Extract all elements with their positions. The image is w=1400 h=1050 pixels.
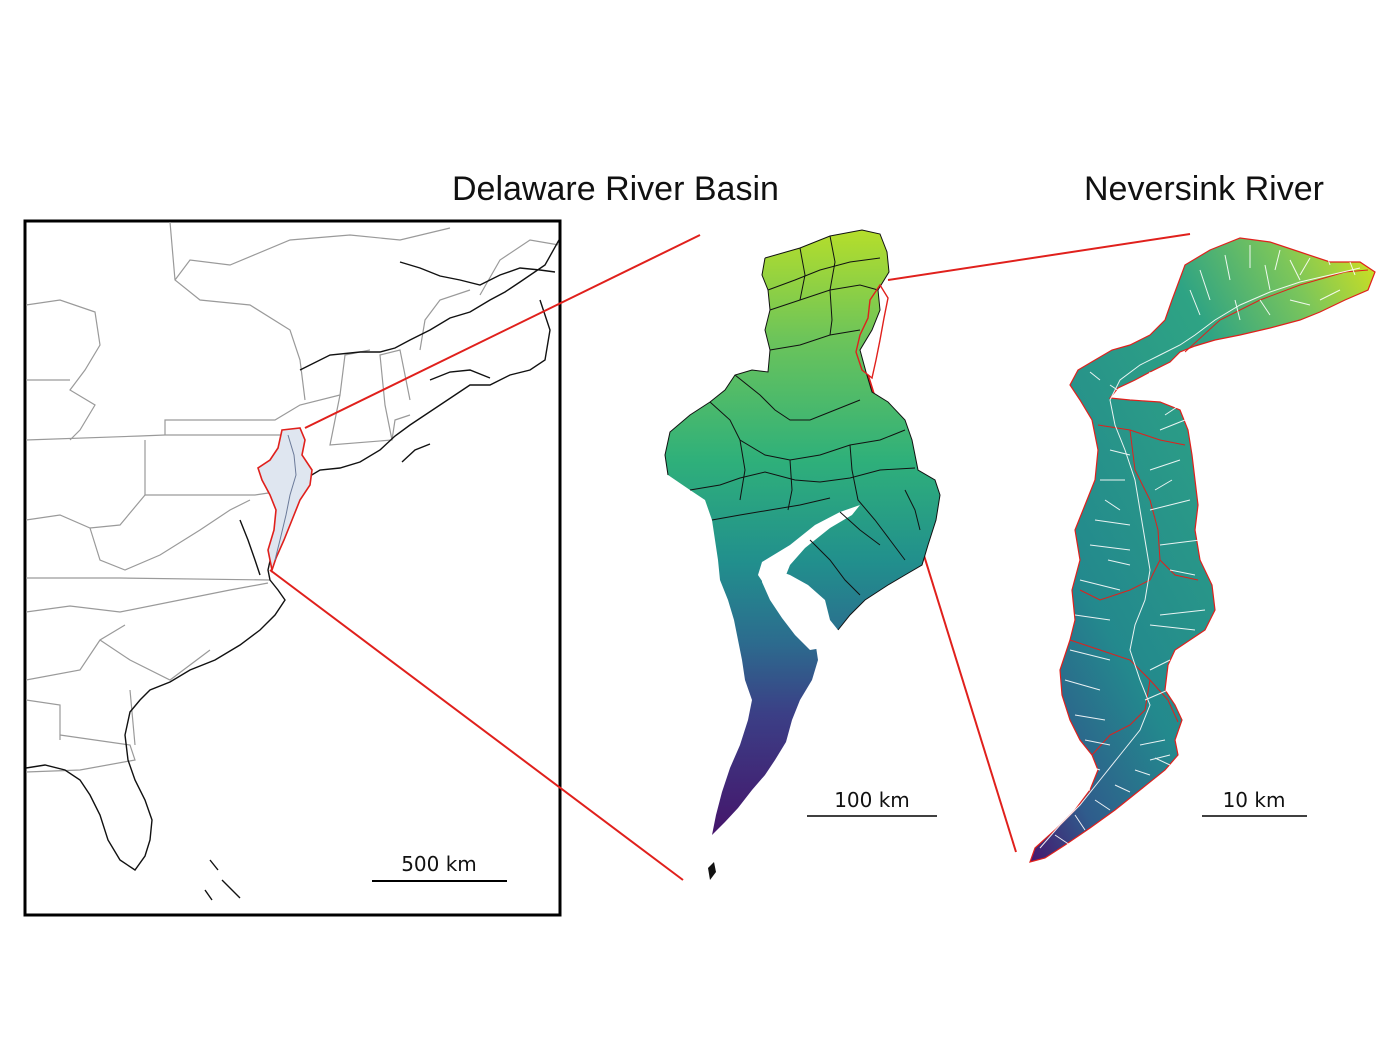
scale-label-500: 500 km [401,852,477,876]
scale-label-10: 10 km [1222,788,1286,812]
state-borders [26,222,559,773]
connector-basin-top [304,234,701,429]
delaware-basin-outline [257,427,313,574]
delaware-basin-dem [664,229,941,880]
subbasin-boundaries [664,229,941,631]
connector-neversink-top [887,233,1191,281]
isolated-land-fragment [708,862,716,880]
overview-map-frame [23,219,562,917]
basin-title: Delaware River Basin [452,170,779,208]
neversink-dem [1029,237,1376,863]
overview-map [23,219,562,917]
coastline [26,239,559,901]
connector-basin-bottom [269,569,684,881]
delaware-river-line [274,434,297,561]
neversink-title: Neversink River [1084,170,1324,208]
stream-network [1039,245,1361,849]
neversink-elevation-raster [1029,237,1376,863]
neversink-subbasin-lines [1069,269,1369,756]
scale-label-100: 100 km [834,788,910,812]
delaware-bay [762,505,860,650]
basin-elevation-raster [665,230,940,835]
neversink-subbasin-highlight [855,283,889,380]
